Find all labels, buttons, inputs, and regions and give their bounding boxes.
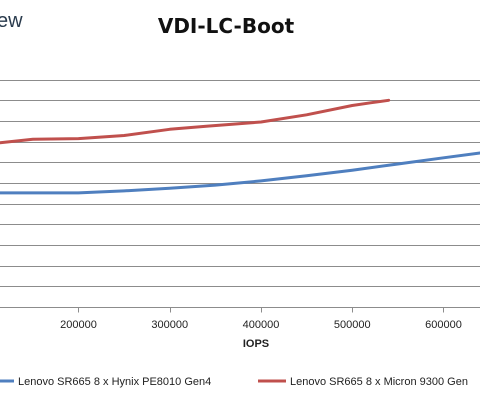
x-axis-tick-labels: 200000 300000 400000 500000 600000 <box>60 307 462 331</box>
x-axis-label: IOPS <box>243 338 269 350</box>
series-line-1 <box>0 151 480 195</box>
legend-label-2: Lenovo SR665 8 x Micron 9300 Gen <box>290 376 468 388</box>
legend: Lenovo SR665 8 x Hynix PE8010 Gen4 Lenovo… <box>0 376 468 388</box>
legend-label-1: Lenovo SR665 8 x Hynix PE8010 Gen4 <box>18 376 211 388</box>
x-tick-label-3: 400000 <box>243 319 280 331</box>
chart-title: VDI-LC-Boot <box>158 14 295 38</box>
brand-logo-text: ew <box>0 10 23 32</box>
x-tick-label-1: 200000 <box>60 319 97 331</box>
x-tick-label-4: 500000 <box>334 319 371 331</box>
x-tick-label-5: 600000 <box>425 319 462 331</box>
x-tick-label-2: 300000 <box>151 319 188 331</box>
series-lines <box>0 98 480 195</box>
series-line-2 <box>0 98 391 145</box>
